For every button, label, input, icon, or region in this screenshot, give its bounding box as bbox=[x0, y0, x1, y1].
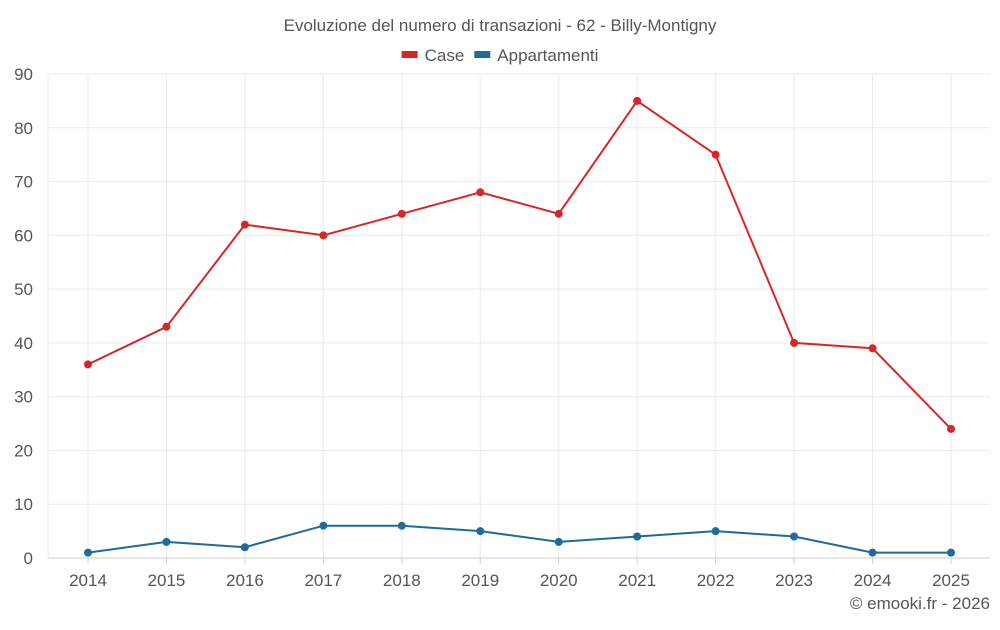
y-tick-label: 50 bbox=[14, 280, 33, 299]
x-tick-label: 2018 bbox=[383, 571, 421, 590]
data-point[interactable] bbox=[633, 96, 642, 105]
y-tick-label: 10 bbox=[14, 495, 33, 514]
y-tick-label: 30 bbox=[14, 388, 33, 407]
chart-title: Evoluzione del numero di transazioni - 6… bbox=[284, 16, 717, 35]
x-tick-label: 2022 bbox=[697, 571, 735, 590]
data-point[interactable] bbox=[319, 231, 328, 240]
data-point[interactable] bbox=[711, 527, 720, 536]
legend: Case Appartamenti bbox=[401, 46, 598, 65]
x-tick-label: 2021 bbox=[618, 571, 656, 590]
y-tick-label: 70 bbox=[14, 173, 33, 192]
x-tick-label: 2025 bbox=[932, 571, 970, 590]
x-tick-label: 2023 bbox=[775, 571, 813, 590]
legend-item-appartamenti[interactable]: Appartamenti bbox=[474, 46, 598, 65]
data-point[interactable] bbox=[868, 344, 877, 353]
series-case bbox=[84, 96, 955, 433]
y-tick-label: 80 bbox=[14, 119, 33, 138]
data-point[interactable] bbox=[162, 322, 171, 331]
legend-item-case[interactable]: Case bbox=[401, 46, 465, 65]
x-tick-label: 2016 bbox=[226, 571, 264, 590]
x-tick-label: 2017 bbox=[304, 571, 342, 590]
data-point[interactable] bbox=[240, 220, 249, 229]
legend-swatch bbox=[401, 51, 418, 58]
series-appartamenti bbox=[84, 521, 955, 557]
data-point[interactable] bbox=[476, 527, 485, 536]
data-point[interactable] bbox=[633, 532, 642, 541]
data-point[interactable] bbox=[711, 150, 720, 159]
data-point[interactable] bbox=[790, 532, 799, 541]
y-axis: 0 10 20 30 40 50 60 70 80 90 bbox=[14, 65, 33, 568]
x-tick-label: 2015 bbox=[148, 571, 186, 590]
y-tick-label: 0 bbox=[24, 549, 33, 568]
data-point[interactable] bbox=[476, 188, 485, 197]
data-point[interactable] bbox=[240, 543, 249, 552]
data-point[interactable] bbox=[790, 338, 799, 347]
data-point[interactable] bbox=[84, 548, 92, 557]
y-tick-label: 60 bbox=[14, 226, 33, 245]
y-tick-label: 90 bbox=[14, 65, 33, 84]
data-point[interactable] bbox=[397, 521, 406, 530]
credit-text: © emooki.fr - 2026 bbox=[850, 594, 990, 613]
legend-label: Appartamenti bbox=[497, 46, 598, 65]
data-point[interactable] bbox=[947, 548, 955, 557]
x-tick-label: 2024 bbox=[854, 571, 892, 590]
data-point[interactable] bbox=[319, 521, 328, 530]
x-tick-label: 2019 bbox=[461, 571, 499, 590]
series-layer bbox=[84, 96, 955, 557]
series-line bbox=[87, 524, 951, 554]
legend-label: Case bbox=[425, 46, 465, 65]
data-point[interactable] bbox=[397, 209, 406, 218]
legend-swatch bbox=[474, 51, 491, 58]
data-point[interactable] bbox=[84, 360, 92, 369]
series-line bbox=[87, 99, 952, 430]
grid bbox=[47, 73, 990, 558]
x-tick-label: 2014 bbox=[69, 571, 107, 590]
data-point[interactable] bbox=[162, 537, 171, 546]
data-point[interactable] bbox=[554, 209, 563, 218]
y-tick-label: 40 bbox=[14, 334, 33, 353]
x-axis: 2014 2015 2016 2017 2018 2019 2020 2021 2022 2023… bbox=[48, 557, 990, 590]
x-tick-label: 2020 bbox=[540, 571, 578, 590]
y-tick-label: 20 bbox=[14, 441, 33, 460]
data-point[interactable] bbox=[947, 424, 955, 433]
data-point[interactable] bbox=[868, 548, 877, 557]
data-point[interactable] bbox=[554, 537, 563, 546]
